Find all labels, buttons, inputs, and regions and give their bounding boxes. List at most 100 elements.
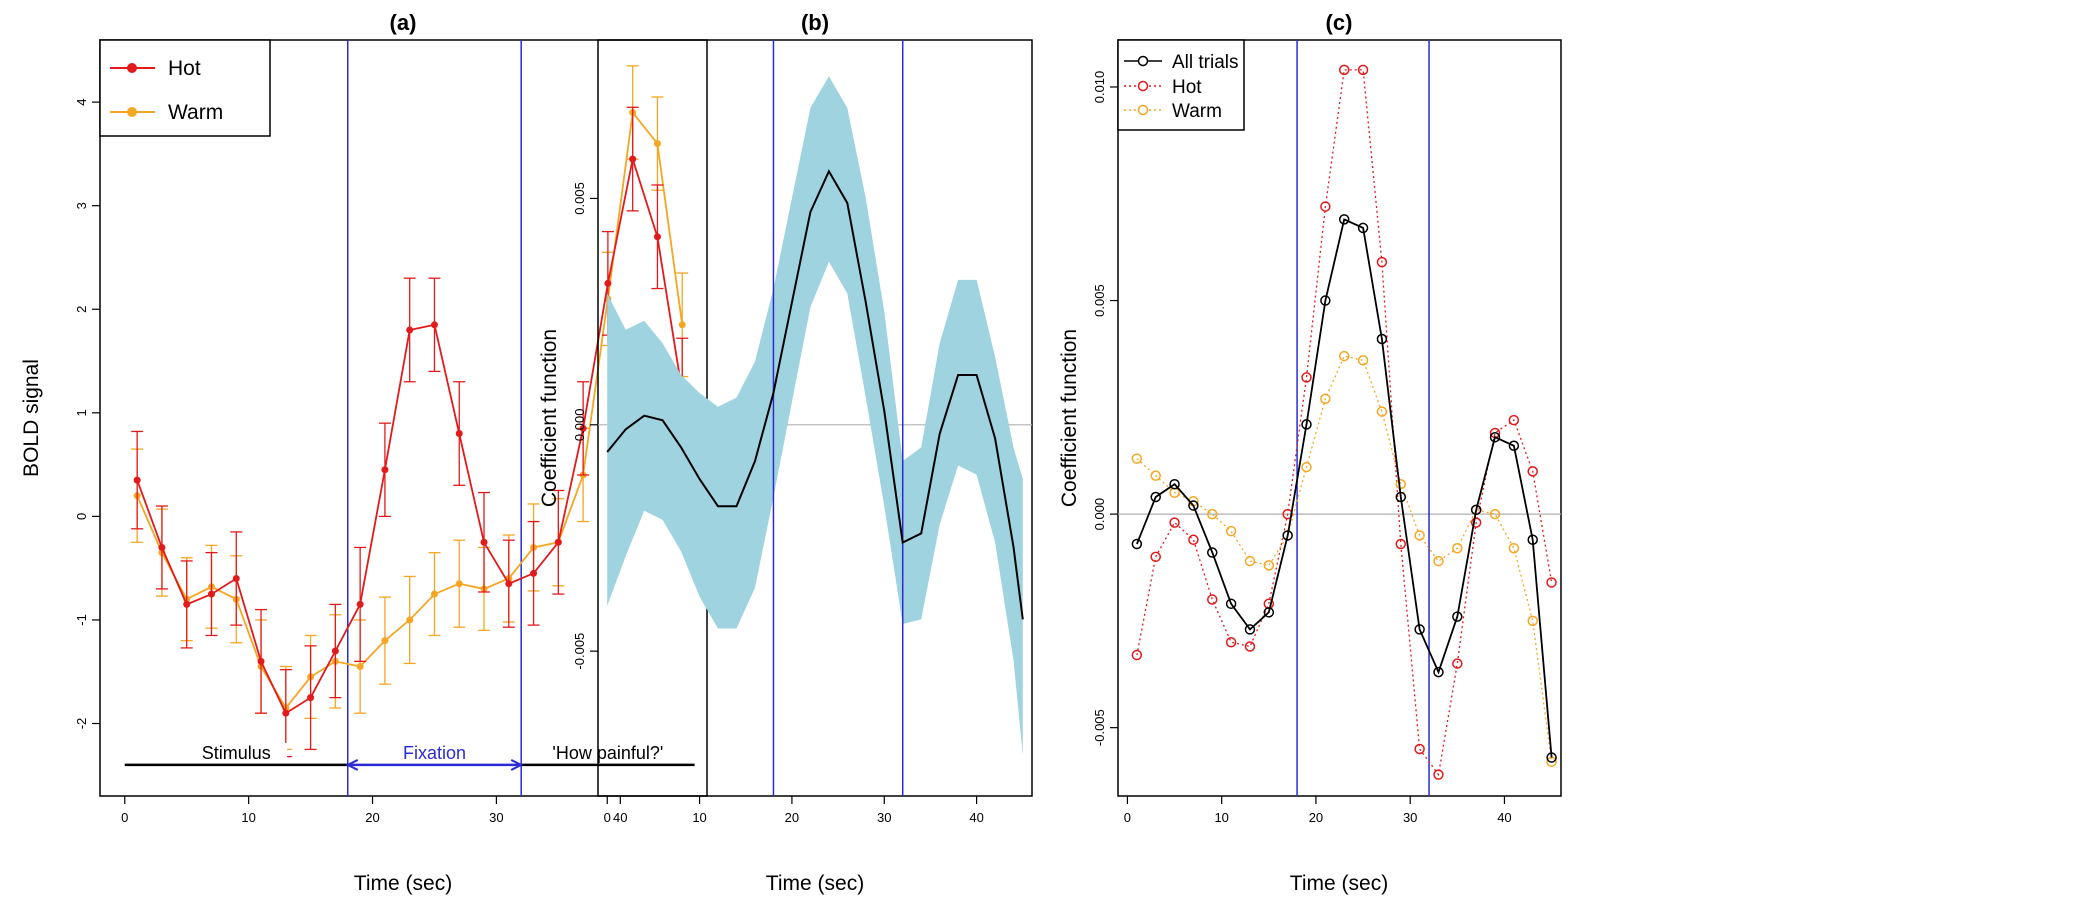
warm-point (1489, 508, 1501, 520)
warm-point (1395, 478, 1407, 490)
x-tick-label: 20 (785, 810, 799, 825)
all-trials-point (1395, 491, 1407, 503)
warm-point (1150, 470, 1161, 481)
legend-all-trials-marker (1137, 55, 1149, 67)
panel-a-ylabel: BOLD signal (20, 359, 43, 477)
y-tick-label: -1 (74, 614, 89, 626)
warm-point (1527, 615, 1538, 627)
legend-all-trials-label: All trials (1172, 52, 1239, 73)
phase-label: Stimulus (202, 743, 271, 763)
phase-label-bg (185, 742, 288, 763)
hot-point (1320, 201, 1331, 212)
all-trials-point (1414, 624, 1425, 635)
hot-point (1131, 649, 1143, 661)
x-tick-label: 0 (604, 810, 611, 825)
warm-point (678, 321, 686, 329)
x-tick-label: 10 (692, 810, 706, 825)
legend-hot-marker (127, 63, 137, 73)
panel-c-label: (c) (1326, 10, 1353, 35)
x-tick-label: 0 (121, 810, 128, 825)
phase-label: 'How painful?' (552, 743, 663, 763)
hot-point (133, 476, 141, 484)
panel-b-plot-frame (597, 39, 1033, 797)
hot-point (307, 694, 315, 702)
hot-point (1301, 372, 1312, 383)
x-tick-label: 40 (1497, 810, 1511, 825)
hot-point (257, 657, 265, 665)
panel-c-xlabel: Time (sec) (1290, 872, 1388, 895)
x-tick-label: 30 (877, 810, 891, 825)
all-trials-series-line (1136, 218, 1553, 758)
hot-point (1376, 256, 1388, 268)
hot-point (1414, 743, 1425, 755)
hot-point (1508, 414, 1520, 426)
y-tick-label: 0.005 (572, 182, 587, 215)
y-tick-label: 3 (74, 202, 89, 209)
warm-point (1338, 350, 1350, 362)
panel-a-marks: 0 10 20 30 40 -2 -1 0 1 2 3 4 Stimulus Fixation 'How p… (74, 40, 695, 825)
y-tick-label: 0 (74, 513, 89, 520)
hot-point (455, 430, 463, 438)
hot-point (653, 233, 661, 241)
warm-point (381, 637, 389, 645)
panel-c-chart: (c) 0 10 20 30 40 -0.005 0.000 0.005 0.010 Time … (1058, 10, 1562, 895)
hot-point (1338, 64, 1350, 76)
hot-point (430, 321, 438, 329)
hot-point (1357, 64, 1369, 76)
all-trials-point (1150, 491, 1161, 503)
hot-point (480, 538, 488, 546)
hot-point (406, 326, 414, 334)
warm-point (1376, 406, 1388, 417)
hot-point (1452, 658, 1463, 669)
hot-point (1169, 517, 1180, 528)
x-tick-label: 10 (241, 810, 255, 825)
all-trials-point (1357, 222, 1369, 234)
x-tick-label: 20 (365, 810, 379, 825)
x-tick-label: 0 (1124, 810, 1131, 825)
legend-hot-c-label: Hot (1172, 77, 1202, 98)
panel-c-plot-frame (1117, 39, 1562, 797)
warm-point (1207, 508, 1218, 520)
warm-point (1357, 355, 1369, 366)
legend-warm-c-marker (1137, 104, 1149, 116)
all-trials-point (1131, 538, 1143, 550)
panel-b-marks: 0 10 20 30 40 -0.005 0.000 0.005 (572, 40, 1032, 825)
y-tick-label: -2 (74, 718, 89, 730)
hot-point (1150, 551, 1161, 563)
x-tick-label: 40 (613, 810, 627, 825)
hot-series-line (1136, 69, 1553, 777)
hot-point (1188, 534, 1199, 545)
hot-point (331, 647, 339, 655)
all-trials-point (1452, 611, 1463, 622)
all-trials-point (1244, 624, 1256, 635)
legend-warm-marker (127, 107, 137, 117)
phase-label-bg (523, 742, 693, 763)
hot-point (554, 538, 562, 546)
y-tick-label: -0.005 (1092, 709, 1107, 746)
x-tick-label: 10 (1214, 810, 1228, 825)
warm-point (1225, 525, 1237, 537)
hot-point (1470, 517, 1482, 528)
all-trials-point (1320, 295, 1331, 306)
y-tick-label: 1 (74, 409, 89, 416)
hot-point (1244, 641, 1256, 652)
phase-arrowhead (510, 759, 524, 771)
all-trials-point (1508, 440, 1520, 452)
all-trials-point (1433, 666, 1444, 678)
confidence-band (607, 76, 1023, 756)
warm-point (455, 580, 463, 588)
panel-a-label: (a) (390, 10, 417, 35)
all-trials-point (1527, 534, 1538, 545)
x-tick-label: 30 (1403, 810, 1417, 825)
panel-b-xlabel: Time (sec) (766, 872, 864, 895)
warm-point (356, 663, 364, 671)
hot-point (282, 709, 290, 717)
hot-point (1433, 769, 1444, 780)
all-trials-point (1546, 752, 1557, 763)
all-trials-point (1301, 419, 1312, 430)
y-tick-label: 0.000 (572, 409, 587, 442)
hot-point (1225, 636, 1237, 648)
panel-a-legend-box (99, 39, 271, 137)
panel-c-marks: 0 10 20 30 40 -0.005 0.000 0.005 0.010 (1092, 40, 1561, 825)
hot-point (579, 424, 587, 432)
